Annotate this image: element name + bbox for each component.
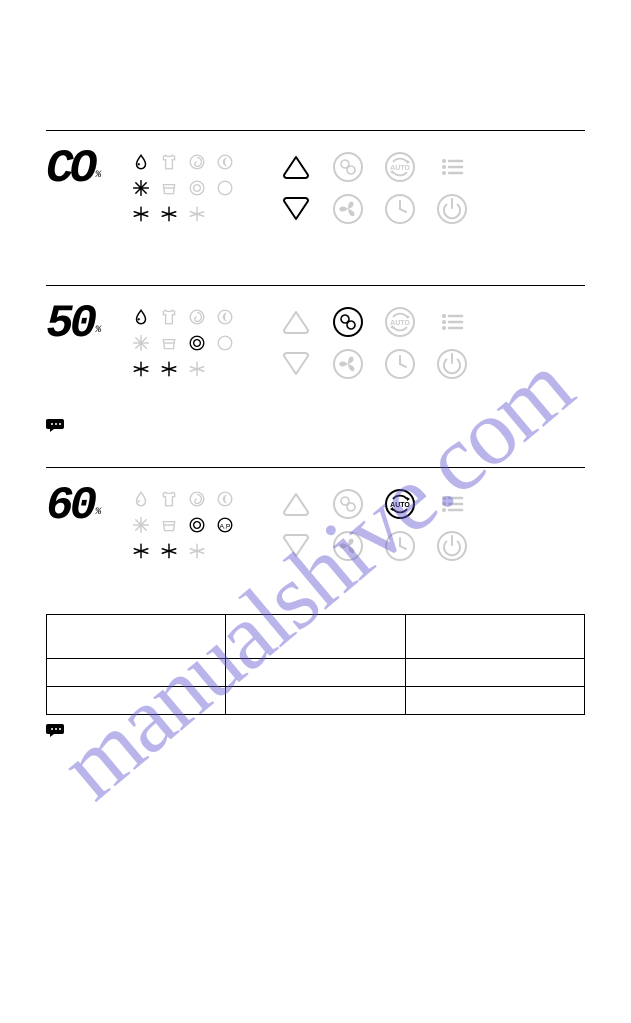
drop-icon (132, 153, 150, 171)
blank-icon (216, 205, 234, 223)
control-buttons: AUTO (278, 304, 478, 388)
snow5b-icon (160, 360, 178, 378)
auto-button[interactable]: AUTO (382, 486, 418, 522)
menu-button[interactable] (434, 304, 470, 340)
snow5a-icon (132, 205, 150, 223)
table-cell (226, 659, 405, 687)
chain-button[interactable] (330, 486, 366, 522)
control-buttons: AUTO (278, 149, 478, 233)
snow6-icon (132, 179, 150, 197)
status-icon-grid (132, 153, 238, 227)
table-cell (226, 615, 405, 659)
status-icon-grid: A.P (132, 490, 238, 564)
display-digits: CO% (46, 149, 126, 190)
shirt-icon (160, 490, 178, 508)
bucket-icon (160, 179, 178, 197)
table-row (47, 659, 585, 687)
control-panel: 50% AUTO (46, 286, 585, 410)
page-content: CO% AUTO 50% AUTO 60% A.P AUTO (0, 130, 631, 742)
clock-button[interactable] (382, 346, 418, 382)
note-icon (46, 418, 66, 432)
tri-down-button[interactable] (278, 191, 314, 227)
snow6-icon (132, 334, 150, 352)
snow5a-icon (132, 360, 150, 378)
table-cell (47, 615, 226, 659)
bucket-icon (160, 516, 178, 534)
menu-button[interactable] (434, 486, 470, 522)
table-cell (226, 687, 405, 715)
circle-icon (216, 179, 234, 197)
percent-symbol: % (95, 507, 97, 518)
snow5c-icon (188, 360, 206, 378)
drop-icon (132, 308, 150, 326)
svg-text:AUTO: AUTO (390, 320, 410, 327)
blank-icon (216, 360, 234, 378)
moon-icon (216, 490, 234, 508)
snow5a-icon (132, 542, 150, 560)
tri-down-button[interactable] (278, 346, 314, 382)
control-panel: 60% A.P AUTO (46, 468, 585, 592)
drop-icon (132, 490, 150, 508)
svg-text:A.P: A.P (220, 523, 231, 530)
power-button[interactable] (434, 346, 470, 382)
circle-icon (216, 334, 234, 352)
spiral-icon (188, 153, 206, 171)
snow5b-icon (160, 542, 178, 560)
tri-up-button[interactable] (278, 149, 314, 185)
fan-button[interactable] (330, 346, 366, 382)
panels-container: CO% AUTO 50% AUTO 60% A.P AUTO (46, 130, 585, 592)
auto-button[interactable]: AUTO (382, 149, 418, 185)
moon-icon (216, 153, 234, 171)
power-button[interactable] (434, 528, 470, 564)
menu-button[interactable] (434, 149, 470, 185)
table-cell (405, 687, 584, 715)
shirt-icon (160, 308, 178, 326)
note-icon-bottom (46, 723, 66, 737)
snow5c-icon (188, 542, 206, 560)
tri-up-button[interactable] (278, 486, 314, 522)
table-row (47, 687, 585, 715)
table-row (47, 615, 585, 659)
control-panel: CO% AUTO (46, 131, 585, 255)
chain-button[interactable] (330, 149, 366, 185)
table-cell (405, 615, 584, 659)
chain-button[interactable] (330, 304, 366, 340)
spiral-icon (188, 308, 206, 326)
target-icon (188, 334, 206, 352)
auto-button[interactable]: AUTO (382, 304, 418, 340)
display-digits: 50% (46, 304, 126, 345)
bucket-icon (160, 334, 178, 352)
target-icon (188, 516, 206, 534)
fan-button[interactable] (330, 191, 366, 227)
snow5b-icon (160, 205, 178, 223)
table-cell (47, 687, 226, 715)
tri-up-button[interactable] (278, 304, 314, 340)
status-icon-grid (132, 308, 238, 382)
clock-button[interactable] (382, 528, 418, 564)
panel-section: CO% AUTO (46, 130, 585, 255)
panel-section: 50% AUTO (46, 285, 585, 437)
svg-text:AUTO: AUTO (390, 502, 410, 509)
snow5c-icon (188, 205, 206, 223)
ap-icon: A.P (216, 516, 234, 534)
target-icon (188, 179, 206, 197)
snow6-icon (132, 516, 150, 534)
display-digits: 60% (46, 486, 126, 527)
clock-button[interactable] (382, 191, 418, 227)
panel-section: 60% A.P AUTO (46, 467, 585, 592)
spiral-icon (188, 490, 206, 508)
blank-icon (216, 542, 234, 560)
modes-table (46, 614, 585, 715)
control-buttons: AUTO (278, 486, 478, 570)
percent-symbol: % (95, 325, 97, 336)
shirt-icon (160, 153, 178, 171)
fan-button[interactable] (330, 528, 366, 564)
moon-icon (216, 308, 234, 326)
power-button[interactable] (434, 191, 470, 227)
table-cell (405, 659, 584, 687)
tri-down-button[interactable] (278, 528, 314, 564)
svg-text:AUTO: AUTO (390, 165, 410, 172)
table-cell (47, 659, 226, 687)
percent-symbol: % (95, 170, 97, 181)
